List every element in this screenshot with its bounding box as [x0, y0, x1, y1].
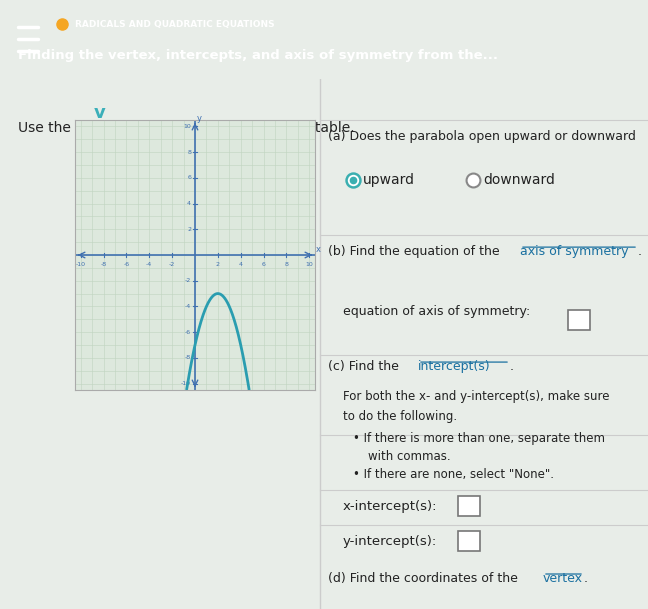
Text: For both the x- and y-intercept(s), make sure: For both the x- and y-intercept(s), make…	[343, 390, 610, 403]
Text: (c) Find the: (c) Find the	[328, 360, 403, 373]
Text: 4: 4	[238, 262, 243, 267]
Text: -6: -6	[185, 329, 191, 334]
Text: v: v	[94, 104, 106, 122]
Text: parabola: parabola	[167, 121, 229, 135]
Text: 6: 6	[262, 262, 266, 267]
Text: 2: 2	[216, 262, 220, 267]
Text: .: .	[638, 245, 642, 258]
Text: equation of axis of symmetry:: equation of axis of symmetry:	[343, 305, 530, 318]
Text: .: .	[510, 360, 514, 373]
Text: to do the following.: to do the following.	[343, 410, 457, 423]
Text: -4: -4	[185, 304, 191, 309]
Text: upward: upward	[363, 173, 415, 187]
Text: x: x	[316, 245, 321, 255]
Text: to fill in the table.: to fill in the table.	[227, 121, 354, 135]
Text: 8: 8	[187, 150, 191, 155]
Text: -2: -2	[169, 262, 175, 267]
Text: -8: -8	[100, 262, 107, 267]
Text: -10: -10	[181, 381, 191, 386]
Text: Finding the vertex, intercepts, and axis of symmetry from the...: Finding the vertex, intercepts, and axis…	[18, 49, 498, 62]
Text: (a) Does the parabola open upward or downward: (a) Does the parabola open upward or dow…	[328, 130, 636, 143]
Text: intercept(s): intercept(s)	[418, 360, 491, 373]
Text: x-intercept(s):: x-intercept(s):	[343, 500, 437, 513]
Text: axis of symmetry: axis of symmetry	[520, 245, 629, 258]
Text: 10: 10	[183, 124, 191, 129]
Text: 4: 4	[187, 201, 191, 206]
Text: y-intercept(s):: y-intercept(s):	[343, 535, 437, 548]
Text: 8: 8	[284, 262, 288, 267]
Text: y: y	[196, 114, 202, 123]
Text: -8: -8	[185, 356, 191, 361]
Text: vertex: vertex	[543, 572, 583, 585]
FancyBboxPatch shape	[568, 310, 590, 330]
Text: -4: -4	[146, 262, 152, 267]
Text: .: .	[584, 572, 588, 585]
Text: 2: 2	[187, 227, 191, 232]
Text: RADICALS AND QUADRATIC EQUATIONS: RADICALS AND QUADRATIC EQUATIONS	[75, 19, 275, 29]
Text: • If there are none, select "None".: • If there are none, select "None".	[353, 468, 554, 481]
FancyBboxPatch shape	[458, 496, 480, 516]
Text: -6: -6	[123, 262, 130, 267]
Text: 6: 6	[187, 175, 191, 180]
Text: downward: downward	[483, 173, 555, 187]
Text: -10: -10	[76, 262, 86, 267]
Text: • If there is more than one, separate them: • If there is more than one, separate th…	[353, 432, 605, 445]
FancyBboxPatch shape	[458, 531, 480, 551]
Text: Use the graph of the: Use the graph of the	[18, 121, 165, 135]
Text: (d) Find the coordinates of the: (d) Find the coordinates of the	[328, 572, 522, 585]
Text: with commas.: with commas.	[368, 450, 450, 463]
Text: -2: -2	[185, 278, 191, 283]
Text: 10: 10	[305, 262, 313, 267]
Text: (b) Find the equation of the: (b) Find the equation of the	[328, 245, 503, 258]
